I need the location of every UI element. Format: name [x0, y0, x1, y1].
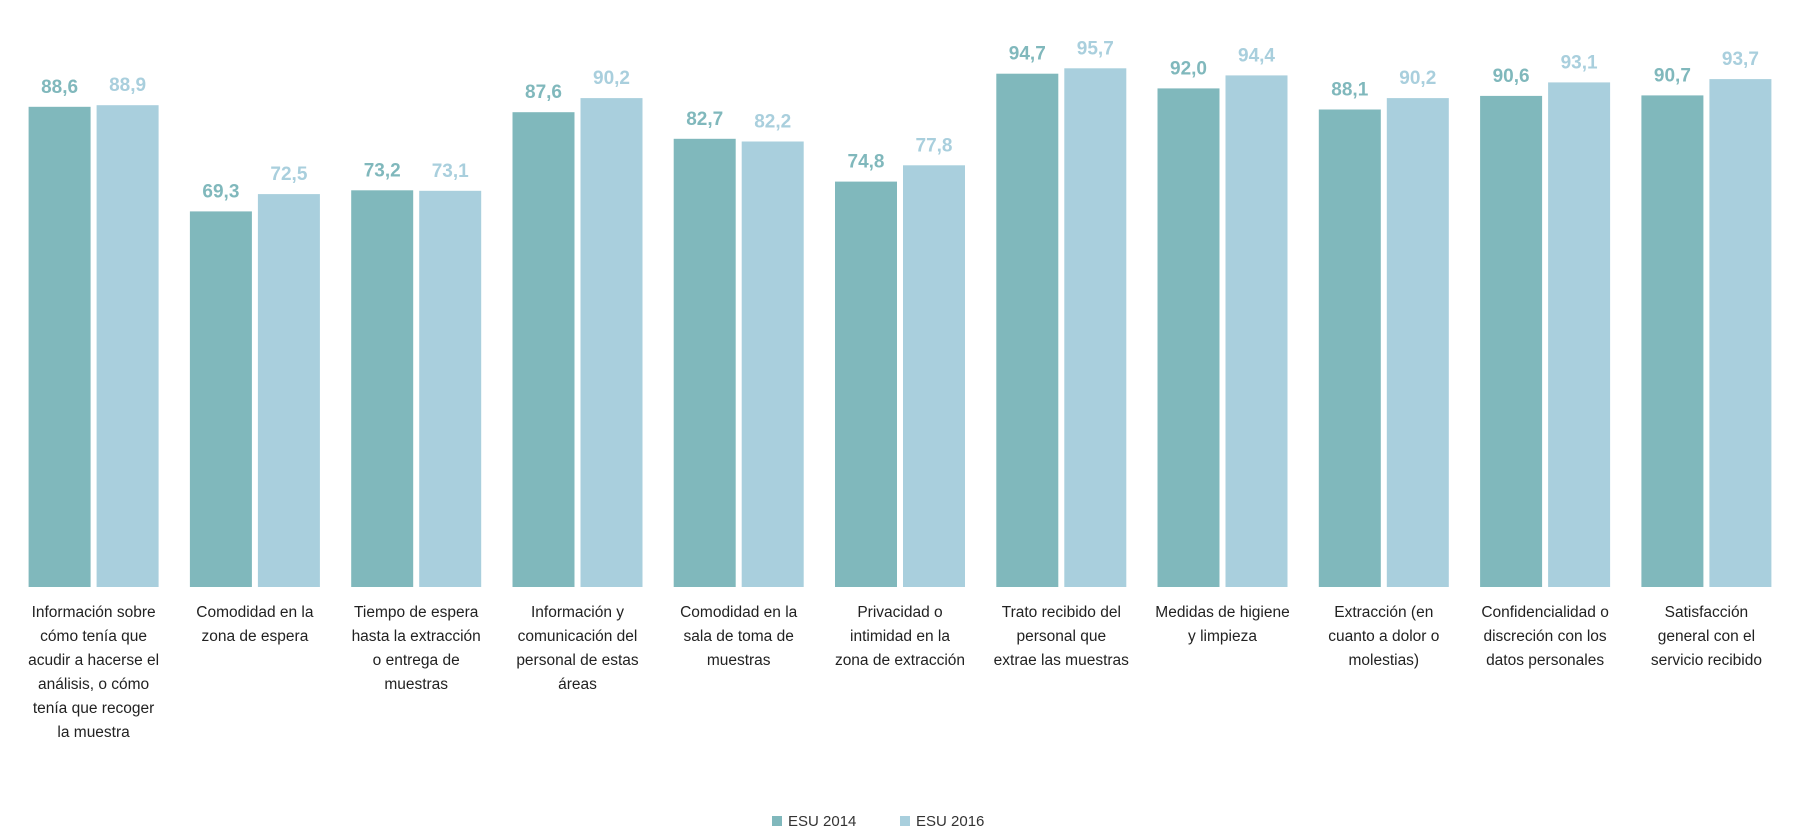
bar	[1225, 75, 1288, 588]
data-label: 88,9	[109, 75, 146, 96]
data-label: 95,7	[1077, 38, 1114, 59]
data-label: 73,2	[364, 160, 401, 181]
data-label: 77,8	[916, 135, 953, 156]
data-label: 88,6	[41, 77, 78, 98]
x-tick-label: Información sobre cómo tenía que acudir a …	[28, 604, 159, 741]
x-tick-label: Extracción (en cuanto a dolor o molestias)	[1328, 604, 1439, 669]
legend-label: ESU 2016	[916, 813, 984, 830]
bar	[996, 73, 1059, 587]
data-label: 69,3	[202, 181, 239, 202]
bar	[28, 106, 91, 588]
bar	[903, 165, 965, 588]
data-label: 73,1	[432, 161, 469, 182]
x-tick-label: Satisfacción general con el servicio recib…	[1651, 604, 1762, 669]
data-label: 93,1	[1561, 52, 1598, 73]
bar	[1641, 95, 1704, 588]
bar	[419, 190, 482, 588]
x-tick-label: Información y comunicación del personal de…	[516, 604, 639, 693]
data-label: 94,7	[1009, 44, 1046, 65]
data-label: 90,7	[1654, 65, 1691, 86]
bar	[741, 141, 804, 587]
bars-group	[28, 68, 1772, 588]
bar	[257, 194, 320, 587]
legend-swatch	[900, 816, 910, 826]
data-label: 82,2	[754, 112, 791, 133]
value-labels-group: 88,6 88,9 69,3 72,5 73,2 73,1 87,6 90,2 82,7 82,2…	[41, 38, 1759, 202]
x-tick-label: Trato recibido del personal que extrae las…	[994, 604, 1129, 669]
bar	[835, 181, 897, 587]
data-label: 92,0	[1170, 58, 1207, 79]
x-tick-label: Medidas de higiene y limpieza	[1155, 604, 1289, 645]
bar	[1480, 95, 1543, 588]
data-label: 90,2	[593, 68, 630, 89]
legend-label: ESU 2014	[788, 813, 856, 830]
bar	[673, 138, 736, 588]
data-label: 94,4	[1238, 45, 1275, 66]
data-label: 88,1	[1331, 80, 1368, 101]
data-label: 90,2	[1399, 68, 1436, 89]
bar	[351, 190, 414, 588]
bar	[96, 105, 159, 587]
bar	[1709, 79, 1772, 587]
bar	[189, 211, 252, 587]
data-label: 93,7	[1722, 49, 1759, 70]
data-label: 87,6	[525, 82, 562, 103]
bar	[1318, 109, 1381, 587]
bar	[1386, 98, 1449, 587]
data-label: 72,5	[270, 164, 307, 185]
data-label: 74,8	[848, 152, 885, 173]
bar	[512, 112, 575, 587]
bar	[1064, 68, 1127, 588]
data-label: 82,7	[686, 109, 723, 130]
data-label: 90,6	[1493, 66, 1530, 87]
x-tick-label: Comodidad en la sala de toma de muestras	[680, 604, 798, 669]
category-labels-group: Información sobre cómo tenía que acudir a …	[28, 604, 1762, 741]
x-tick-label: Privacidad o intimidad en la zona de extra…	[835, 604, 965, 669]
x-tick-label: Confidencialidad o discreción con los dato…	[1481, 604, 1609, 669]
x-tick-label: Comodidad en la zona de espera	[196, 604, 314, 645]
bar	[1548, 82, 1611, 588]
x-tick-label: Tiempo de espera hasta la extracción o ent…	[352, 604, 481, 693]
legend-swatch	[772, 816, 782, 826]
bar	[580, 98, 643, 587]
bar	[1157, 88, 1220, 588]
legend: ESU 2014 ESU 2016	[772, 813, 984, 830]
